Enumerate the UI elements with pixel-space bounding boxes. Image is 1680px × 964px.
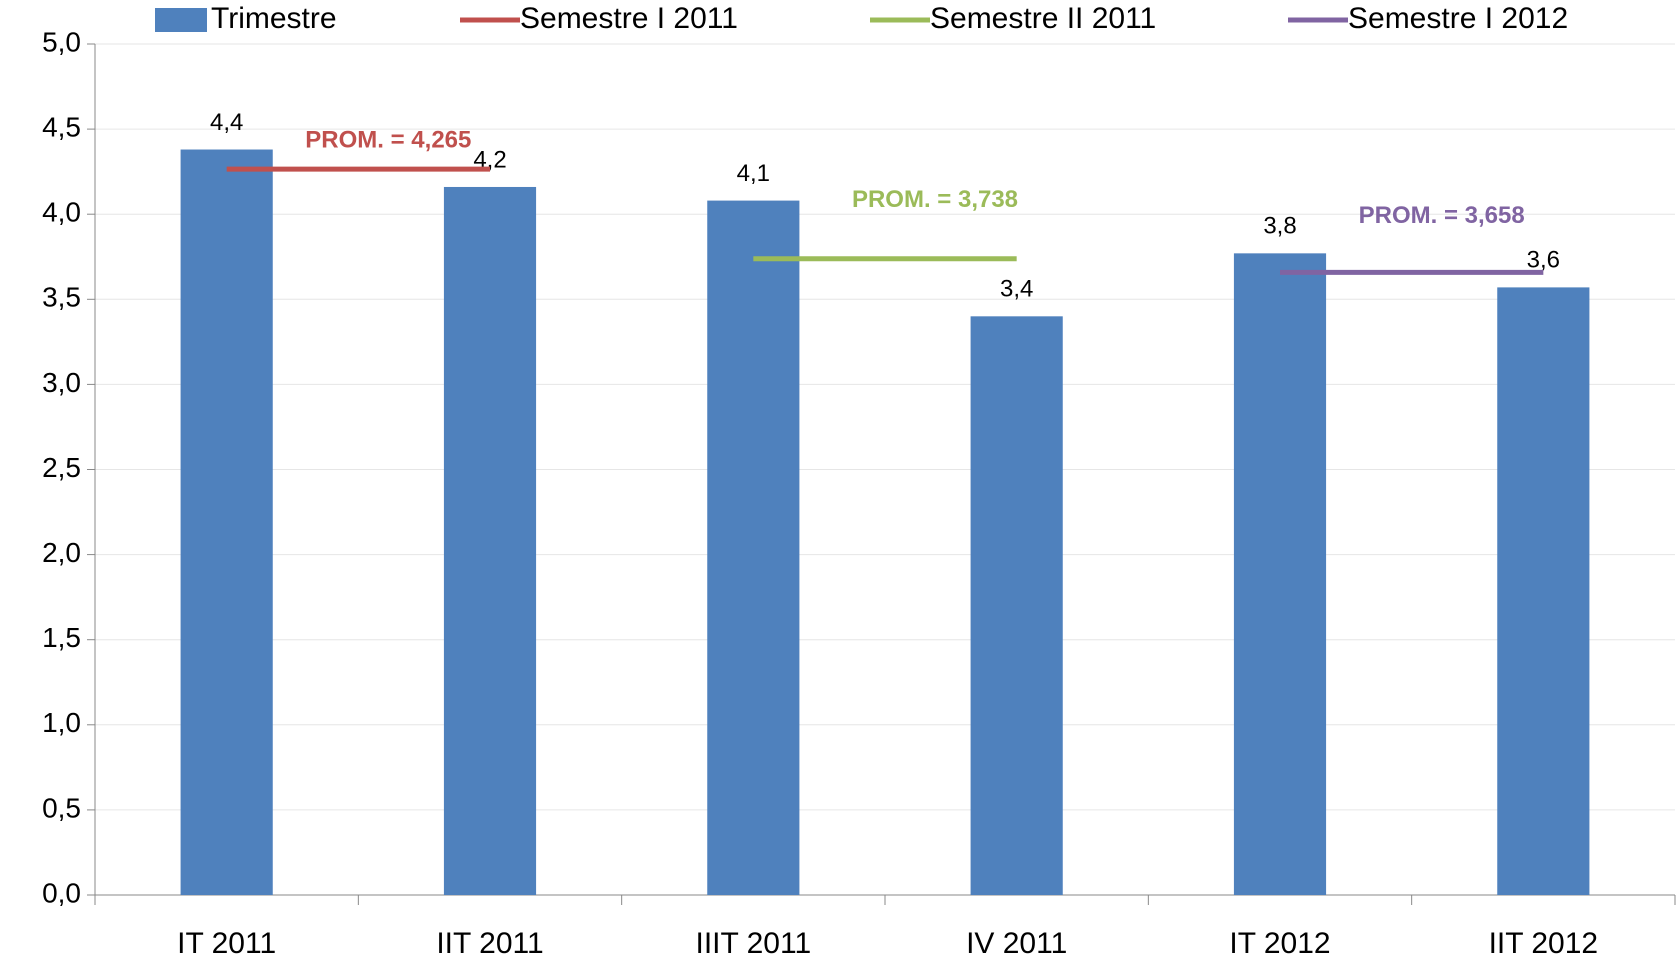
- y-tick-label: 1,5: [42, 622, 81, 653]
- legend-label: Semestre II 2011: [930, 2, 1156, 35]
- y-tick-label: 3,0: [42, 367, 81, 398]
- data-label: 3,6: [1527, 247, 1560, 274]
- y-tick-label: 4,5: [42, 111, 81, 142]
- y-tick-label: 0,0: [42, 877, 81, 908]
- bar: [1497, 287, 1590, 895]
- data-label: 3,4: [1000, 276, 1033, 303]
- data-label: 4,1: [737, 160, 770, 187]
- annotation: PROM. = 3,658: [1359, 202, 1525, 229]
- y-tick-label: 2,5: [42, 452, 81, 483]
- legend-label: Semestre I 2012: [1348, 2, 1568, 35]
- legend-label: Semestre I 2011: [520, 2, 738, 35]
- annotation: PROM. = 3,738: [852, 186, 1018, 213]
- y-tick-label: 0,5: [42, 792, 81, 823]
- bar: [1233, 253, 1327, 895]
- bar: [707, 200, 800, 896]
- y-tick-label: 4,0: [42, 197, 81, 228]
- bar: [970, 316, 1063, 895]
- x-tick-label: IIT 2012: [1489, 927, 1599, 960]
- bar: [180, 149, 273, 896]
- legend-label: Trimestre: [211, 2, 337, 35]
- x-tick-label: IT 2012: [1229, 927, 1330, 960]
- y-tick-label: 3,5: [42, 282, 81, 313]
- x-tick-label: IT 2011: [177, 927, 276, 960]
- legend-swatch: [155, 8, 207, 32]
- x-tick-label: IIT 2011: [436, 927, 543, 960]
- data-label: 3,8: [1263, 213, 1296, 240]
- y-tick-label: 2,0: [42, 537, 81, 568]
- y-tick-label: 1,0: [42, 707, 81, 738]
- x-tick-label: IV 2011: [966, 927, 1067, 960]
- bar: [443, 186, 537, 895]
- x-tick-label: IIIT 2011: [696, 927, 812, 960]
- annotation: PROM. = 4,265: [305, 126, 471, 153]
- data-label: 4,4: [210, 109, 243, 136]
- y-tick-label: 5,0: [42, 26, 81, 57]
